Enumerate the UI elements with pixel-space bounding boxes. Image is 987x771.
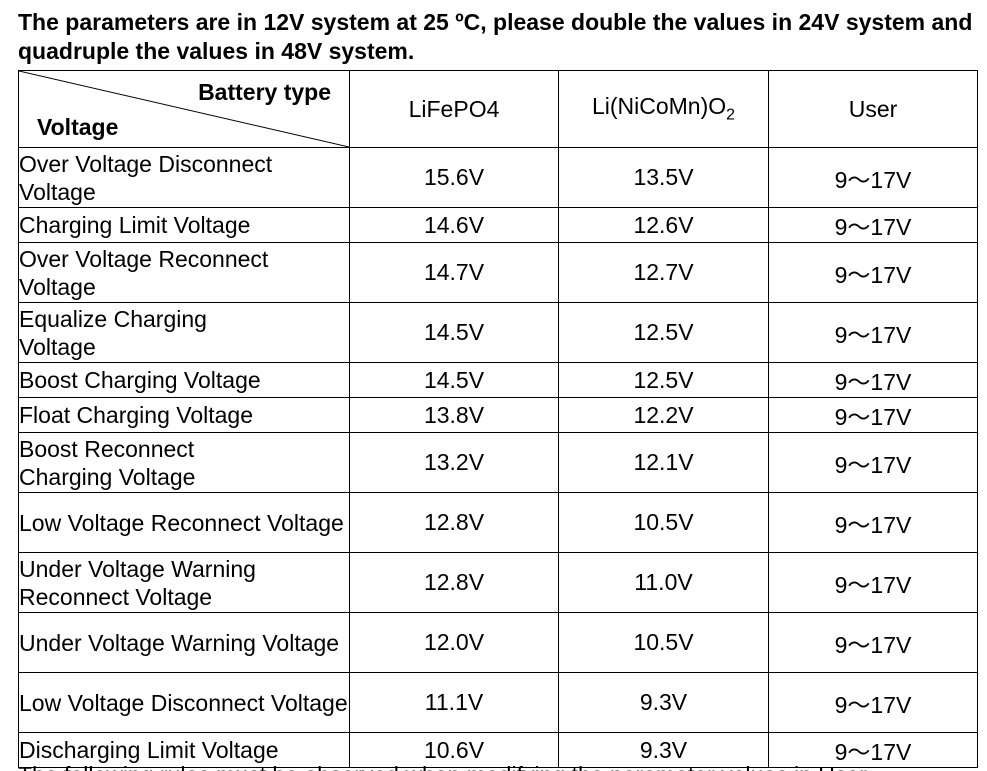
user-value: 9～17V xyxy=(768,672,978,733)
row-label: Charging Limit Voltage xyxy=(18,207,350,243)
row-label: Boost Reconnect Charging Voltage xyxy=(18,432,350,493)
column-header-user: User xyxy=(768,70,978,148)
lifepo4-value: 14.5V xyxy=(349,302,559,363)
column-header-nicomn-subscript: 2 xyxy=(726,106,736,124)
lifepo4-value: 13.2V xyxy=(349,432,559,493)
nicomn-value: 9.3V xyxy=(558,732,769,768)
nicomn-value: 12.5V xyxy=(558,362,769,398)
nicomn-value: 12.5V xyxy=(558,302,769,363)
nicomn-value: 11.0V xyxy=(558,552,769,613)
table-row: Boost Reconnect Charging Voltage 13.2V 1… xyxy=(18,432,978,493)
table-row: Charging Limit Voltage 14.6V 12.6V 9～17V xyxy=(18,207,978,243)
user-value: 9～17V xyxy=(768,242,978,303)
lifepo4-value: 14.5V xyxy=(349,362,559,398)
column-header-nicomn: Li(NiCoMn)O2 xyxy=(558,70,769,148)
user-value: 9～17V xyxy=(768,612,978,673)
nicomn-value: 12.6V xyxy=(558,207,769,243)
row-label: Under Voltage Warning Reconnect Voltage xyxy=(18,552,350,613)
nicomn-value: 10.5V xyxy=(558,612,769,673)
user-value: 9～17V xyxy=(768,432,978,493)
user-value: 9～17V xyxy=(768,147,978,208)
lifepo4-value: 14.6V xyxy=(349,207,559,243)
diagonal-divider xyxy=(19,71,349,147)
table-header-row: Battery type Voltage LiFePO4 Li(NiCoMn)O… xyxy=(18,70,978,148)
nicomn-value: 9.3V xyxy=(558,672,769,733)
parameters-table: Battery type Voltage LiFePO4 Li(NiCoMn)O… xyxy=(18,70,978,768)
nicomn-value: 12.7V xyxy=(558,242,769,303)
user-value: 9～17V xyxy=(768,492,978,553)
user-value: 9～17V xyxy=(768,552,978,613)
lifepo4-value: 12.0V xyxy=(349,612,559,673)
lifepo4-value: 13.8V xyxy=(349,397,559,433)
row-label: Over Voltage Reconnect Voltage xyxy=(18,242,350,303)
intro-paragraph: The parameters are in 12V system at 25 º… xyxy=(18,9,973,64)
lifepo4-value: 10.6V xyxy=(349,732,559,768)
user-value: 9～17V xyxy=(768,207,978,243)
row-label: Low Voltage Reconnect Voltage xyxy=(18,492,350,553)
row-label: Float Charging Voltage xyxy=(18,397,350,433)
user-value: 9～17V xyxy=(768,732,978,768)
row-label: Low Voltage Disconnect Voltage xyxy=(18,672,350,733)
battery-type-label: Battery type xyxy=(198,79,331,105)
lifepo4-value: 14.7V xyxy=(349,242,559,303)
table-row: Float Charging Voltage 13.8V 12.2V 9～17V xyxy=(18,397,978,433)
lifepo4-value: 12.8V xyxy=(349,492,559,553)
table-row: Discharging Limit Voltage 10.6V 9.3V 9～1… xyxy=(18,732,978,768)
nicomn-value: 13.5V xyxy=(558,147,769,208)
row-label: Discharging Limit Voltage xyxy=(18,732,350,768)
row-label: Under Voltage Warning Voltage xyxy=(18,612,350,673)
table-row: Boost Charging Voltage 14.5V 12.5V 9～17V xyxy=(18,362,978,398)
table-row: Equalize Charging Voltage 14.5V 12.5V 9～… xyxy=(18,302,978,363)
corner-header-cell: Battery type Voltage xyxy=(18,70,350,148)
table-row: Under Voltage Warning Voltage 12.0V 10.5… xyxy=(18,612,978,673)
voltage-label: Voltage xyxy=(37,114,119,140)
column-header-nicomn-base: Li(NiCoMn)O xyxy=(591,93,727,120)
table-row: Under Voltage Warning Reconnect Voltage … xyxy=(18,552,978,613)
nicomn-value: 12.2V xyxy=(558,397,769,433)
column-header-lifepo4: LiFePO4 xyxy=(349,70,559,148)
lifepo4-value: 12.8V xyxy=(349,552,559,613)
table-row: Low Voltage Reconnect Voltage 12.8V 10.5… xyxy=(18,492,978,553)
nicomn-value: 10.5V xyxy=(558,492,769,553)
row-label: Boost Charging Voltage xyxy=(18,362,350,398)
lifepo4-value: 15.6V xyxy=(349,147,559,208)
user-value: 9～17V xyxy=(768,362,978,398)
cropped-next-line: The following rules must be observed whe… xyxy=(18,760,978,771)
user-value: 9～17V xyxy=(768,397,978,433)
user-value: 9～17V xyxy=(768,302,978,363)
row-label: Equalize Charging Voltage xyxy=(18,302,350,363)
nicomn-value: 12.1V xyxy=(558,432,769,493)
table-row: Over Voltage Reconnect Voltage 14.7V 12.… xyxy=(18,242,978,303)
table-row: Low Voltage Disconnect Voltage 11.1V 9.3… xyxy=(18,672,978,733)
next-paragraph-text: The following rules must be observed whe… xyxy=(18,762,867,771)
table-row: Over Voltage Disconnect Voltage 15.6V 13… xyxy=(18,147,978,208)
lifepo4-value: 11.1V xyxy=(349,672,559,733)
row-label: Over Voltage Disconnect Voltage xyxy=(18,147,350,208)
